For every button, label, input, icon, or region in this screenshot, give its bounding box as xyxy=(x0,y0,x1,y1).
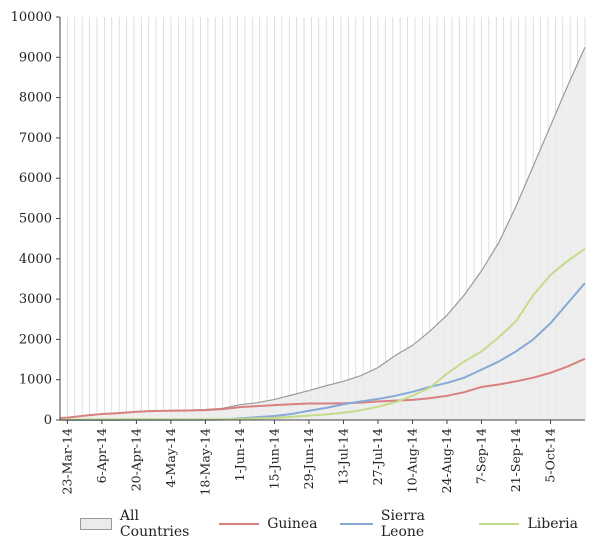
legend-label-liberia: Liberia xyxy=(527,516,578,532)
x-tick-label: 23-Mar-14 xyxy=(59,428,74,495)
y-tick-label: 0 xyxy=(44,413,52,428)
legend-item-sierra-leone: Sierra Leone xyxy=(339,508,458,540)
x-tick-label: 6-Apr-14 xyxy=(94,428,109,483)
x-tick-label: 13-Jul-14 xyxy=(335,428,350,485)
series-area-all-countries xyxy=(60,47,585,420)
y-tick-label: 2000 xyxy=(19,332,52,347)
legend-swatch-liberia xyxy=(479,523,520,525)
legend-item-all-countries: All Countries xyxy=(80,508,197,540)
legend-label-all-countries: All Countries xyxy=(119,508,190,540)
legend-item-liberia: Liberia xyxy=(479,516,578,532)
x-tick-label: 15-Jun-14 xyxy=(266,428,281,489)
x-tick-label: 21-Sep-14 xyxy=(508,428,523,492)
legend-label-guinea: Guinea xyxy=(267,516,318,532)
series-line-guinea xyxy=(59,357,586,419)
y-tick-label: 6000 xyxy=(19,171,52,186)
y-tick-label: 10000 xyxy=(11,10,52,25)
y-tick-label: 7000 xyxy=(19,131,52,146)
legend-swatch-guinea xyxy=(219,523,260,525)
x-tick-label: 5-Oct-14 xyxy=(542,428,557,483)
y-tick-label: 5000 xyxy=(19,212,52,227)
legend-item-guinea: Guinea xyxy=(219,516,318,532)
x-tick-label: 29-Jun-14 xyxy=(301,428,316,489)
x-tick-label: 10-Aug-14 xyxy=(404,428,419,493)
legend-swatch-sierra-leone xyxy=(339,523,373,525)
legend-label-sierra-leone: Sierra Leone xyxy=(380,508,425,540)
y-tick-label: 8000 xyxy=(19,91,52,106)
y-tick-label: 3000 xyxy=(19,292,52,307)
y-tick-label: 1000 xyxy=(19,373,52,388)
y-tick-label: 4000 xyxy=(19,252,52,267)
y-tick-label: 9000 xyxy=(19,50,52,65)
series-line-sierra-leone xyxy=(59,282,586,421)
x-tick-label: 1-Jun-14 xyxy=(232,428,247,481)
x-tick-label: 20-Apr-14 xyxy=(128,428,143,491)
x-tick-label: 18-May-14 xyxy=(197,428,212,496)
x-tick-label: 7-Sep-14 xyxy=(473,428,488,484)
line-layer xyxy=(59,247,586,421)
x-tick-label: 4-May-14 xyxy=(163,428,178,488)
series-line-liberia xyxy=(59,247,586,421)
x-tick-label: 24-Aug-14 xyxy=(439,428,454,493)
legend: All Countries Guinea Sierra Leone Liberi… xyxy=(80,508,600,540)
x-tick-label: 27-Jul-14 xyxy=(370,428,385,485)
legend-swatch-all-countries xyxy=(80,518,112,530)
axis-layer: 0 1000 2000 3000 4000 5000 6000 7000 8000 9000 100… xyxy=(11,10,585,496)
